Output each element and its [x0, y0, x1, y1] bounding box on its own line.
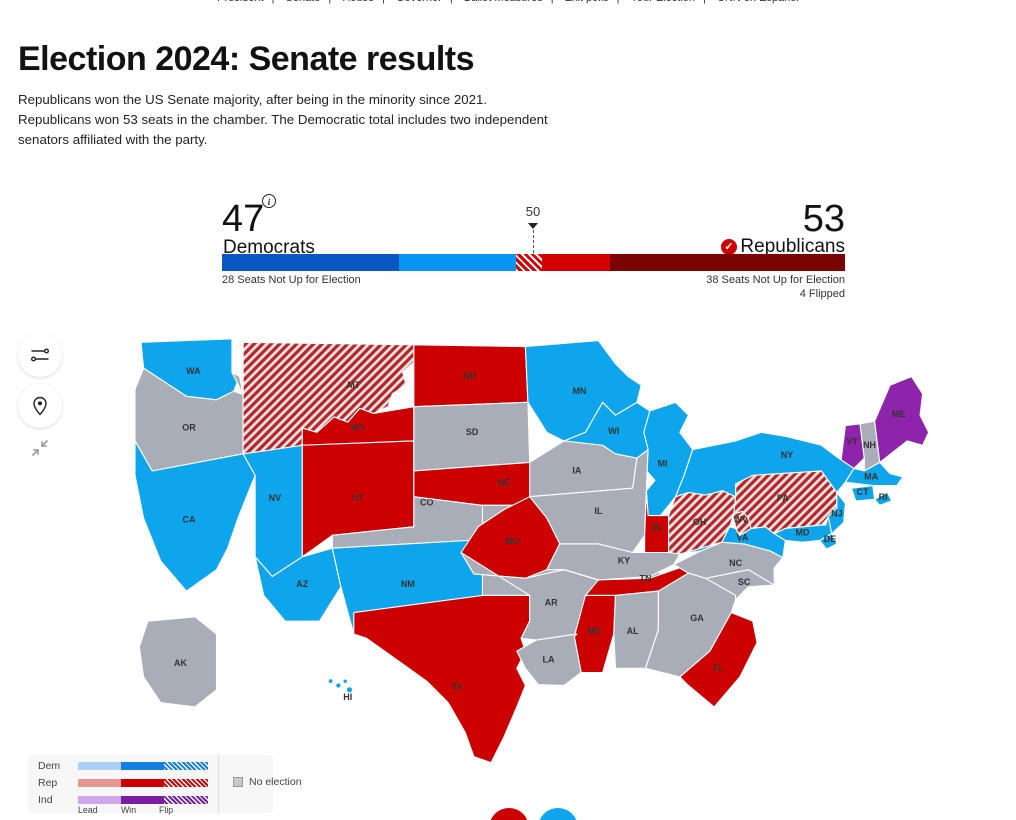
- svg-text:HI: HI: [343, 692, 352, 702]
